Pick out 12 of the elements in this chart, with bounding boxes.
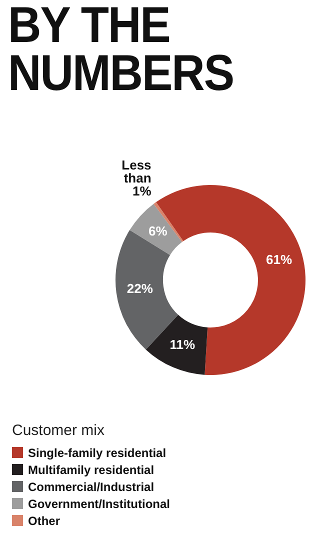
legend-label: Multifamily residential [28, 462, 154, 476]
data-label: 61% [266, 252, 293, 268]
legend-label: Other [28, 514, 60, 528]
data-label: 22% [126, 281, 154, 296]
data-label: 11% [170, 337, 196, 352]
legend-label: Commercial/Industrial [28, 480, 154, 494]
data-label: Less than 1% [122, 157, 152, 198]
legend-title: Customer mix [12, 422, 105, 439]
chart-title: BY THE NUMBERS [8, 0, 235, 102]
legend-label: Government/Institutional [28, 496, 170, 510]
data-label: 6% [148, 223, 168, 238]
legend-label: Single-family residential [28, 446, 166, 460]
